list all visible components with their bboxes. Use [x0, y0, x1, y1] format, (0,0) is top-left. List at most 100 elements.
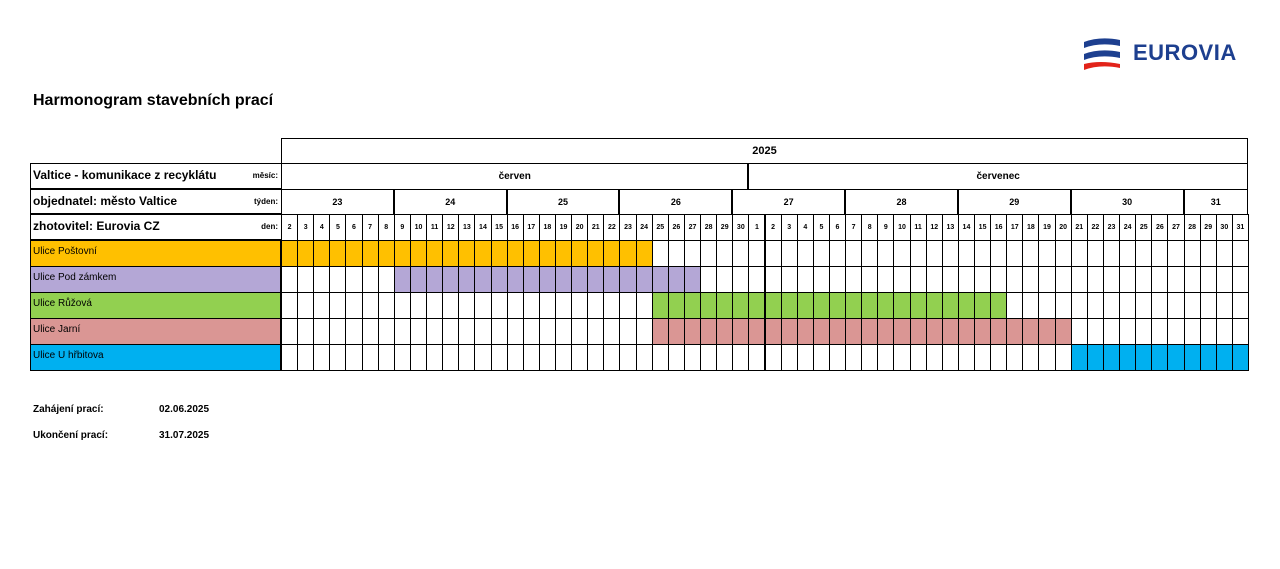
week-cell: 25 [506, 189, 620, 215]
task-bar-cell [1135, 344, 1153, 371]
empty-cell [1231, 292, 1249, 319]
empty-cell [1086, 240, 1104, 267]
empty-cell [1167, 292, 1185, 319]
empty-cell [1086, 292, 1104, 319]
task-bar-cell [1151, 344, 1169, 371]
empty-cell [1215, 318, 1233, 345]
empty-cell [812, 344, 830, 371]
empty-cell [732, 266, 750, 293]
day-cell: 16 [990, 214, 1008, 241]
empty-cell [635, 292, 653, 319]
task-bar-cell [683, 318, 702, 345]
empty-cell [1038, 266, 1056, 293]
task-bar-cell [925, 292, 943, 319]
empty-cell [1135, 266, 1153, 293]
day-cell: 14 [474, 214, 492, 241]
empty-cell [361, 318, 379, 345]
empty-cell [974, 344, 992, 371]
day-cell: 4 [796, 214, 814, 241]
empty-cell [1102, 318, 1121, 345]
empty-cell [861, 266, 879, 293]
task-bar-cell [554, 266, 573, 293]
empty-cell [925, 344, 943, 371]
empty-cell [619, 344, 637, 371]
empty-cell [506, 292, 524, 319]
task-bar-cell [683, 266, 702, 293]
day-cell: 30 [732, 214, 750, 241]
week-cell: 30 [1070, 189, 1184, 215]
empty-cell [1135, 292, 1153, 319]
row-label: týden: [254, 197, 278, 206]
task-bar-cell [1199, 344, 1217, 371]
empty-cell [974, 240, 992, 267]
empty-cell [458, 318, 476, 345]
task-bar-cell [667, 266, 685, 293]
empty-cell [1086, 318, 1104, 345]
task-bar-cell [619, 266, 637, 293]
empty-cell [845, 344, 863, 371]
day-cell: 29 [1199, 214, 1217, 241]
day-cell: 17 [522, 214, 540, 241]
empty-cell [1119, 292, 1137, 319]
empty-cell [700, 266, 718, 293]
task-bar-cell [1183, 344, 1201, 371]
task-bar-cell [426, 240, 444, 267]
task-bar-cell [828, 292, 847, 319]
task-bar-cell [377, 240, 395, 267]
empty-cell [812, 266, 830, 293]
task-bar-cell [1038, 318, 1056, 345]
task-bar-cell [442, 266, 460, 293]
week-cell: 27 [732, 189, 846, 215]
task-bar-cell [909, 292, 927, 319]
task-bar-cell [748, 318, 766, 345]
empty-cell [635, 344, 653, 371]
start-date: 02.06.2025 [159, 404, 210, 415]
empty-cell [700, 240, 718, 267]
task-bar-cell [1022, 318, 1040, 345]
task-bar-cell [345, 240, 363, 267]
task-bar-cell [603, 240, 621, 267]
task-bar-cell [458, 266, 476, 293]
empty-cell [877, 266, 895, 293]
empty-cell [313, 266, 331, 293]
day-cell: 7 [845, 214, 863, 241]
empty-cell [1199, 292, 1217, 319]
day-cell: 23 [1102, 214, 1121, 241]
task-bar-cell [442, 240, 460, 267]
task-bar-cell [925, 318, 943, 345]
empty-cell [1167, 318, 1185, 345]
task-bar-cell [1070, 344, 1088, 371]
empty-cell [1167, 240, 1185, 267]
empty-cell [522, 318, 540, 345]
empty-cell [1183, 292, 1201, 319]
task-bar-cell [780, 292, 798, 319]
task-bar-cell [990, 318, 1008, 345]
logo-mark [1084, 38, 1120, 70]
task-bar-cell [538, 240, 556, 267]
empty-cell [828, 240, 847, 267]
task-bar-cell [780, 318, 798, 345]
empty-cell [845, 240, 863, 267]
empty-cell [442, 344, 460, 371]
empty-cell [732, 344, 750, 371]
project-line: zhotovitel: Eurovia CZ [30, 214, 281, 240]
empty-cell [587, 344, 605, 371]
empty-cell [635, 318, 653, 345]
empty-cell [796, 240, 814, 267]
day-cell: 21 [587, 214, 605, 241]
title: Harmonogram stavebních prací [33, 92, 274, 109]
task-bar-cell [683, 292, 702, 319]
empty-cell [426, 344, 444, 371]
empty-cell [957, 266, 975, 293]
year-cell: 2025 [281, 138, 1248, 164]
day-cell: 16 [506, 214, 524, 241]
task-bar-cell [426, 266, 444, 293]
empty-cell [409, 318, 428, 345]
end-date: 31.07.2025 [159, 430, 210, 441]
empty-cell [716, 240, 734, 267]
empty-cell [458, 292, 476, 319]
empty-cell [619, 318, 637, 345]
task-bar-cell [909, 318, 927, 345]
task-bar-cell [877, 318, 895, 345]
empty-cell [716, 344, 734, 371]
